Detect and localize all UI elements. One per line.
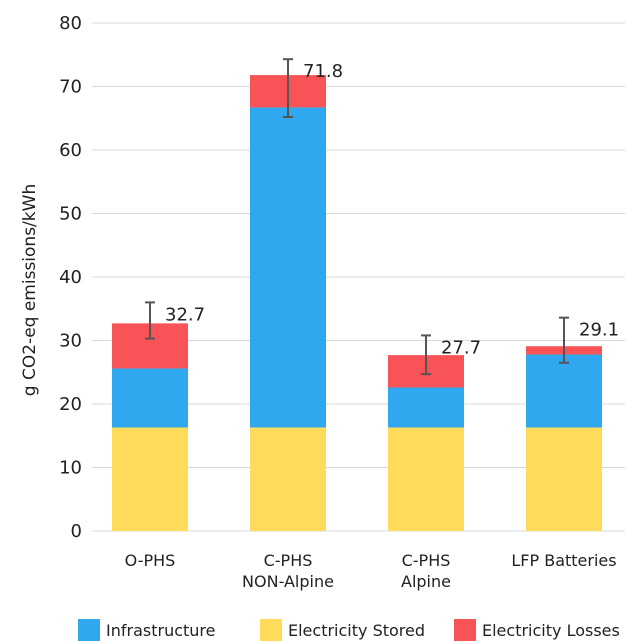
bar-segment-electricity-stored [388, 427, 464, 531]
y-tick-label: 0 [71, 521, 82, 542]
bar-total-label: 27.7 [441, 337, 481, 358]
x-category-label: C-PHS Alpine [401, 551, 451, 591]
bar-segment-infrastructure [388, 387, 464, 428]
legend-label-electricity-stored: Electricity Stored [288, 621, 425, 640]
bar-segment-infrastructure [112, 368, 188, 428]
bar-segment-electricity-stored [250, 427, 326, 531]
bars [112, 75, 602, 531]
y-axis: 0 10 20 30 40 50 60 70 80 [59, 13, 82, 542]
x-category-label: LFP Batteries [511, 551, 616, 570]
y-tick-label: 10 [59, 458, 82, 479]
y-tick-label: 60 [59, 140, 82, 161]
bar-total-label: 32.7 [165, 304, 205, 325]
bar-segment-electricity-stored [526, 427, 602, 531]
y-axis-title: g CO2-eq emissions/kWh [20, 184, 40, 396]
y-tick-label: 50 [59, 204, 82, 225]
legend-swatch-electricity-losses [454, 619, 476, 641]
bar-total-label: 71.8 [303, 61, 343, 82]
legend-label-infrastructure: Infrastructure [106, 621, 215, 640]
y-tick-label: 20 [59, 394, 82, 415]
x-category-label-line: LFP Batteries [511, 551, 616, 570]
x-category-label: C-PHS NON-Alpine [242, 551, 334, 591]
bar-segment-infrastructure [526, 354, 602, 428]
legend-label-electricity-losses: Electricity Losses [482, 621, 620, 640]
x-axis-categories: O-PHS C-PHS NON-Alpine C-PHS Alpine LFP Batte… [125, 551, 617, 591]
x-category-label-line: C-PHS [264, 551, 313, 570]
legend: Infrastructure Electricity Stored Electric… [78, 619, 620, 641]
error-bars [145, 58, 569, 376]
legend-swatch-infrastructure [78, 619, 100, 641]
x-category-label-line: Alpine [401, 572, 451, 591]
y-tick-label: 70 [59, 77, 82, 98]
y-tick-label: 80 [59, 13, 82, 34]
x-category-label-line: NON-Alpine [242, 572, 334, 591]
y-tick-label: 30 [59, 331, 82, 352]
y-tick-label: 40 [59, 267, 82, 288]
data-labels: 32.7 71.8 27.7 29.1 [165, 61, 619, 358]
x-category-label-line: C-PHS [402, 551, 451, 570]
x-category-label-line: O-PHS [125, 551, 176, 570]
legend-swatch-electricity-stored [260, 619, 282, 641]
bar-segment-electricity-stored [112, 427, 188, 531]
bar-total-label: 29.1 [579, 320, 619, 341]
x-category-label: O-PHS [125, 551, 176, 570]
bar-segment-infrastructure [250, 107, 326, 428]
